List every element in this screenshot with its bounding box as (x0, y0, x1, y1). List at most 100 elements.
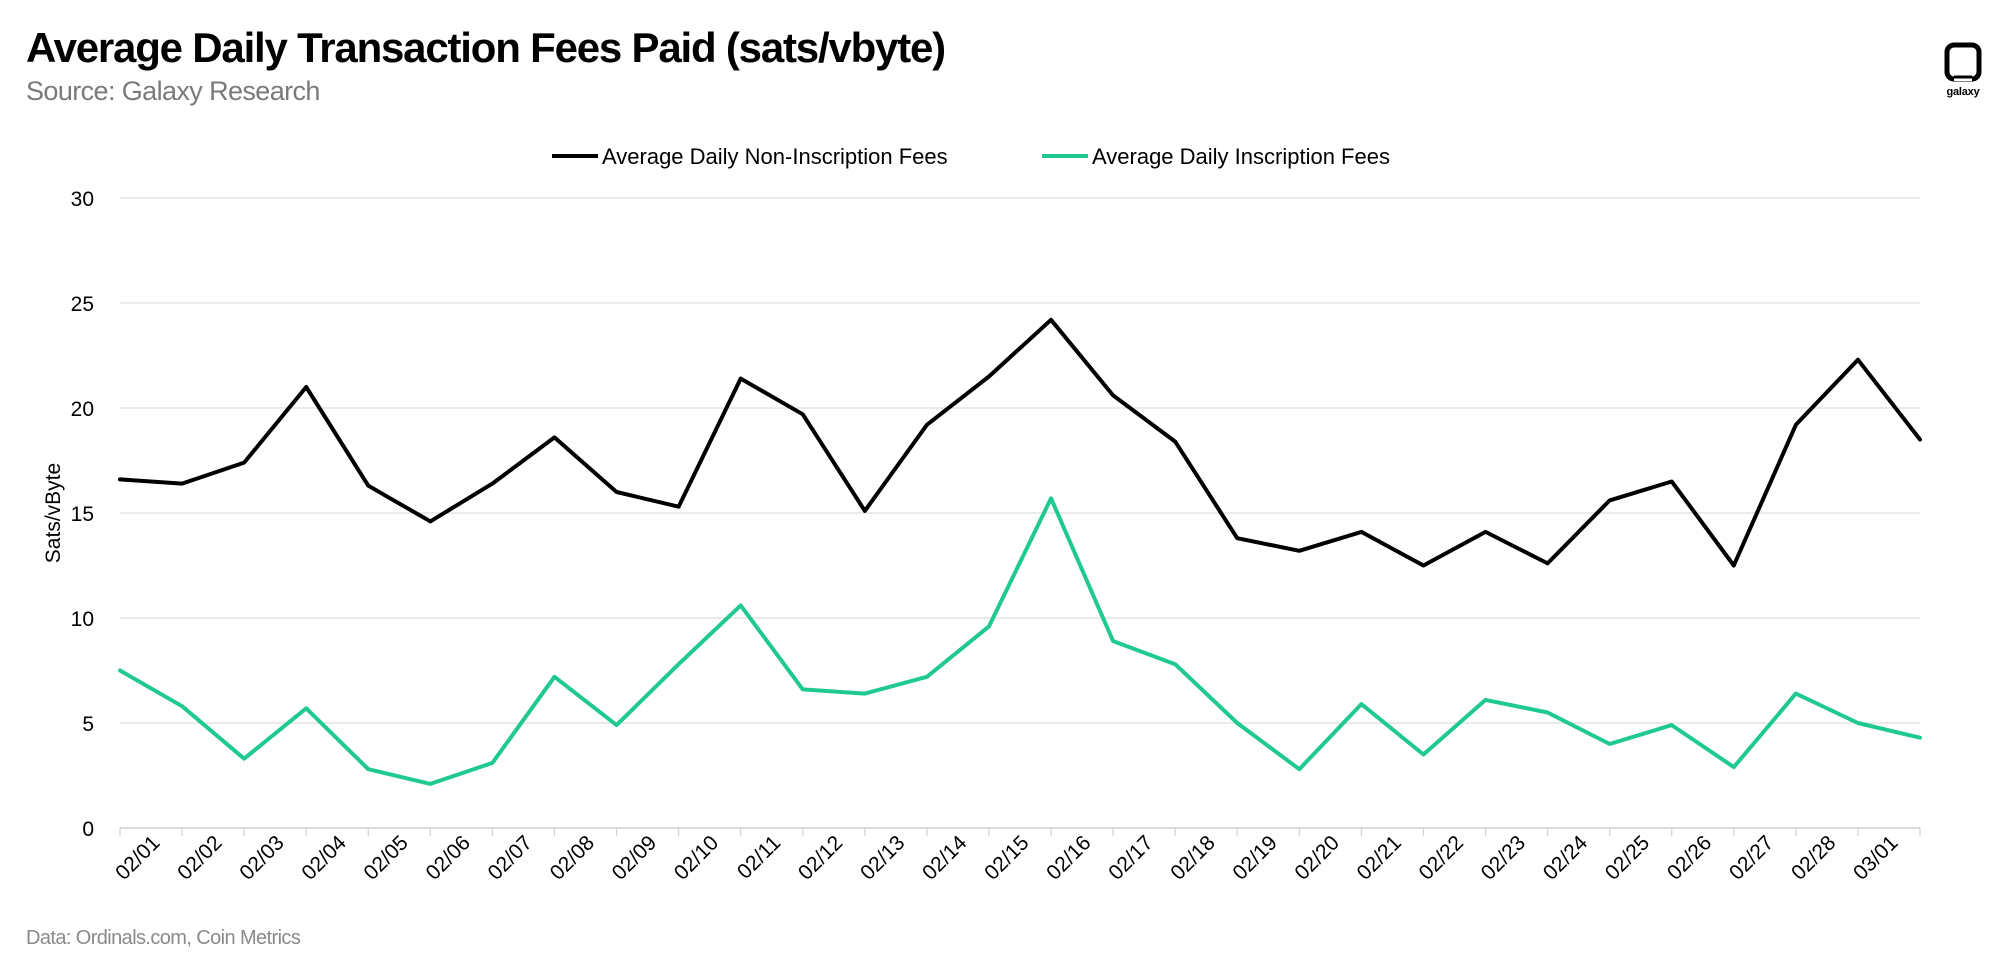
data-point (1358, 701, 1364, 707)
legend-label: Average Daily Inscription Fees (1092, 144, 1390, 169)
chart-title: Average Daily Transaction Fees Paid (sat… (26, 24, 946, 71)
x-tick-label: 02/10 (670, 831, 723, 884)
x-tick-label: 02/23 (1477, 831, 1530, 884)
data-point (1731, 563, 1737, 569)
data-point (241, 756, 247, 762)
data-point (365, 483, 371, 489)
data-point (676, 504, 682, 510)
y-tick-label: 10 (71, 608, 94, 631)
galaxy-logo-icon (1944, 42, 1982, 82)
data-point (179, 703, 185, 709)
data-point (1110, 392, 1116, 398)
data-point (738, 602, 744, 608)
data-point (1234, 720, 1240, 726)
x-tick-label: 02/01 (111, 831, 164, 884)
data-point (862, 508, 868, 514)
data-point (1793, 691, 1799, 697)
x-tick-label: 02/17 (1104, 831, 1157, 884)
data-point (614, 722, 620, 728)
data-point (489, 760, 495, 766)
data-point (179, 481, 185, 487)
data-point (1669, 722, 1675, 728)
legend-label: Average Daily Non-Inscription Fees (602, 144, 948, 169)
data-point (303, 705, 309, 711)
data-point (800, 686, 806, 692)
x-tick-label: 02/28 (1787, 831, 1840, 884)
legend: Average Daily Non-Inscription Fees Averag… (552, 144, 1390, 169)
data-point (986, 623, 992, 629)
data-point (1483, 697, 1489, 703)
data-point (614, 489, 620, 495)
y-axis-label: Sats/vByte (42, 463, 65, 563)
data-point (1855, 357, 1861, 363)
data-point (117, 476, 123, 482)
y-tick-label: 20 (71, 398, 94, 421)
data-point (738, 376, 744, 382)
data-point (427, 518, 433, 524)
data-point (1358, 529, 1364, 535)
data-point (1669, 479, 1675, 485)
data-point (676, 661, 682, 667)
x-tick-label: 02/11 (733, 831, 785, 883)
series-line-non-inscription-fees (118, 317, 1922, 568)
data-point (1545, 710, 1551, 716)
data-point (1296, 766, 1302, 772)
y-tick-label: 0 (82, 818, 94, 841)
x-tick-label: 02/08 (546, 831, 599, 884)
data-point (1110, 638, 1116, 644)
data-point (1917, 437, 1923, 443)
data-point (1483, 529, 1489, 535)
data-point (986, 374, 992, 380)
data-point (241, 460, 247, 466)
data-point (1172, 439, 1178, 445)
x-tick-label: 03/01 (1849, 831, 1902, 884)
x-tick-label: 02/03 (235, 831, 288, 884)
data-point (303, 384, 309, 390)
data-point (1917, 735, 1923, 741)
chart-subtitle: Source: Galaxy Research (26, 76, 320, 106)
data-point (1793, 422, 1799, 428)
x-tick-label: 02/13 (856, 831, 909, 884)
x-tick-label: 02/20 (1290, 831, 1343, 884)
data-point (1545, 560, 1551, 566)
data-point (1420, 563, 1426, 569)
x-tick-label: 02/04 (297, 831, 351, 885)
x-tick-label: 02/14 (918, 831, 972, 885)
x-tick-label: 02/18 (1166, 831, 1219, 884)
data-point (924, 422, 930, 428)
x-tick-label: 02/27 (1725, 831, 1778, 884)
data-point (1048, 317, 1054, 323)
x-tick-label: 02/15 (980, 831, 1033, 884)
data-point (551, 674, 557, 680)
brand-logo-text: galaxy (1946, 86, 1980, 98)
y-tick-label: 15 (71, 503, 94, 526)
data-point (1296, 548, 1302, 554)
x-tick-label: 02/09 (608, 831, 661, 884)
data-point (427, 781, 433, 787)
x-tick-label: 02/22 (1415, 831, 1468, 884)
data-point (1855, 720, 1861, 726)
data-point (1234, 535, 1240, 541)
gridlines (120, 197, 1920, 724)
data-point (1607, 741, 1613, 747)
x-tick-label: 02/24 (1539, 831, 1593, 885)
data-point (1420, 752, 1426, 758)
x-tick-label: 02/26 (1663, 831, 1716, 884)
y-tick-label: 5 (82, 713, 94, 736)
data-point (862, 691, 868, 697)
data-point (551, 434, 557, 440)
x-tick-label: 02/19 (1228, 831, 1281, 884)
x-tick-label: 02/02 (173, 831, 226, 884)
data-point (489, 481, 495, 487)
x-tick-label: 02/07 (484, 831, 537, 884)
series-lines (117, 317, 1923, 787)
data-point (800, 411, 806, 417)
y-tick-label: 25 (71, 293, 94, 316)
data-point (924, 674, 930, 680)
brand-logo: galaxy (1938, 42, 1988, 102)
data-point (1172, 661, 1178, 667)
data-point (1048, 495, 1054, 501)
data-source-note: Data: Ordinals.com, Coin Metrics (26, 927, 301, 949)
